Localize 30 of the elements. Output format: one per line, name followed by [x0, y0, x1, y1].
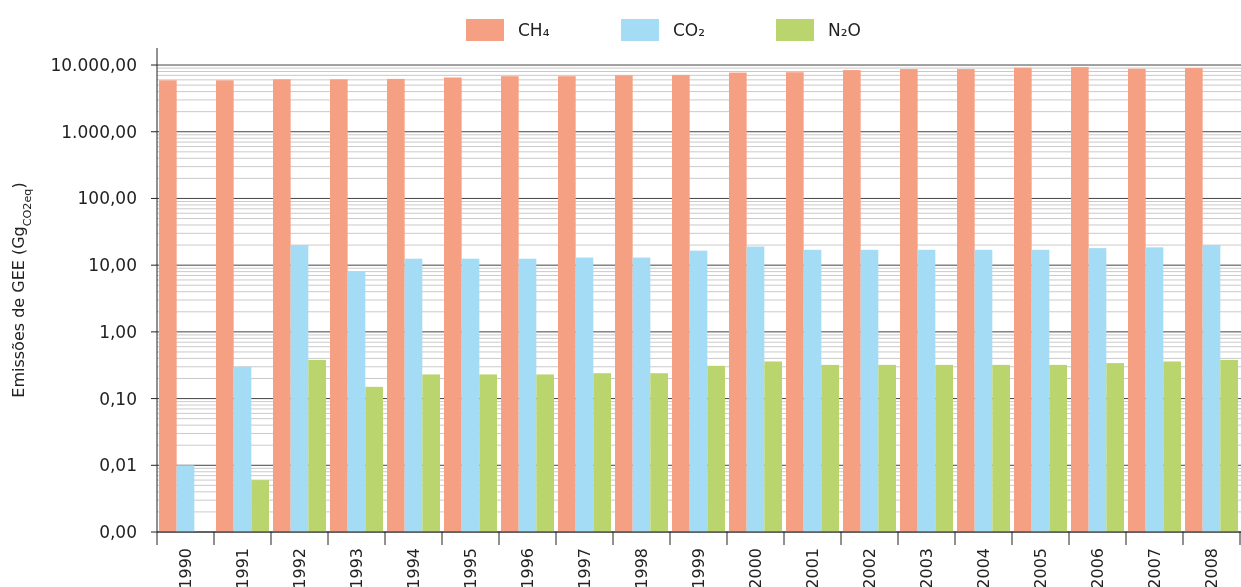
y-tick-label: 0,01 [99, 455, 137, 476]
x-tick-label: 2006 [1088, 548, 1108, 587]
x-tick-label: 1997 [575, 548, 595, 587]
y-tick-label: 0,10 [99, 388, 137, 409]
x-tick-label: 2002 [860, 548, 880, 587]
x-tick-label: 1994 [404, 548, 424, 587]
x-tick-label: 2001 [803, 548, 823, 587]
y-tick-label: 10,00 [88, 255, 137, 276]
x-tick-label: 2003 [917, 548, 937, 587]
y-tick-label: 1,00 [99, 321, 137, 342]
y-tick-label: 0,00 [99, 521, 137, 542]
x-tick-label: 1991 [233, 548, 253, 587]
x-tick-label: 2007 [1145, 548, 1165, 587]
x-tick-label: 1993 [347, 548, 367, 587]
x-tick-label: 2000 [746, 548, 766, 587]
x-tick-label: 1999 [689, 548, 709, 587]
y-tick-label: 100,00 [77, 188, 137, 209]
x-tick-label: 2005 [1031, 548, 1051, 587]
legend-label: CO₂ [673, 19, 706, 40]
x-tick-label: 1995 [461, 548, 481, 587]
x-tick-label: 1990 [176, 548, 196, 587]
x-tick-label: 1996 [518, 548, 538, 587]
y-tick-label: 1.000,00 [61, 121, 137, 142]
x-tick-label: 1992 [290, 548, 310, 587]
x-tick-label: 1998 [632, 548, 652, 587]
y-tick-label: 10.000,00 [50, 54, 137, 75]
x-tick-label: 2008 [1202, 548, 1222, 587]
x-tick-label: 2004 [974, 548, 994, 587]
legend-label: CH₄ [518, 19, 550, 40]
legend-label: N₂O [828, 19, 861, 40]
